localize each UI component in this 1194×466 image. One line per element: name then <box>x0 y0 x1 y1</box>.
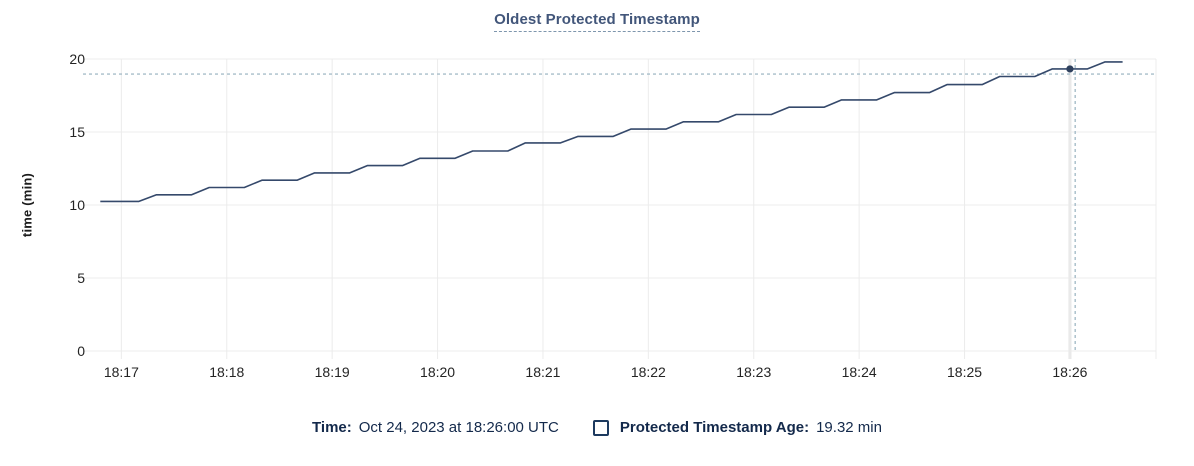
time-label: Time: <box>312 419 352 436</box>
series-label: Protected Timestamp Age: <box>619 419 810 436</box>
x-tick-label: 18:22 <box>631 364 666 380</box>
chart-title[interactable]: Oldest Protected Timestamp <box>494 11 700 32</box>
x-tick-label: 18:21 <box>525 364 560 380</box>
y-tick-label: 0 <box>77 343 85 359</box>
y-tick-label: 15 <box>69 124 85 140</box>
x-tick-label: 18:26 <box>1052 364 1087 380</box>
chart-footer: Time: Oct 24, 2023 at 18:26:00 UTC Prote… <box>0 419 1194 436</box>
legend-item[interactable]: Protected Timestamp Age: 19.32 min <box>592 419 882 436</box>
hover-time-readout: Time: Oct 24, 2023 at 18:26:00 UTC <box>312 419 559 436</box>
x-tick-label: 18:25 <box>947 364 982 380</box>
hover-point <box>1066 65 1074 73</box>
series-line <box>100 61 1123 203</box>
x-tick-label: 18:23 <box>736 364 771 380</box>
y-tick-label: 5 <box>77 270 85 286</box>
legend-checkbox[interactable] <box>592 419 609 436</box>
x-tick-label: 18:17 <box>104 364 139 380</box>
x-tick-label: 18:19 <box>315 364 350 380</box>
time-value: Oct 24, 2023 at 18:26:00 UTC <box>358 419 559 436</box>
x-tick-label: 18:20 <box>420 364 455 380</box>
y-tick-label: 20 <box>69 51 85 67</box>
x-tick-label: 18:18 <box>209 364 244 380</box>
title-row: Oldest Protected Timestamp <box>0 11 1194 32</box>
line-chart[interactable]: 0 5 10 15 20 18:17 18:18 18:19 18:20 18:21 18:22 18… <box>0 0 1194 400</box>
series-value: 19.32 min <box>816 419 882 436</box>
y-tick-label: 10 <box>69 197 85 213</box>
y-axis-title: time (min) <box>19 172 35 238</box>
x-tick-label: 18:24 <box>842 364 877 380</box>
